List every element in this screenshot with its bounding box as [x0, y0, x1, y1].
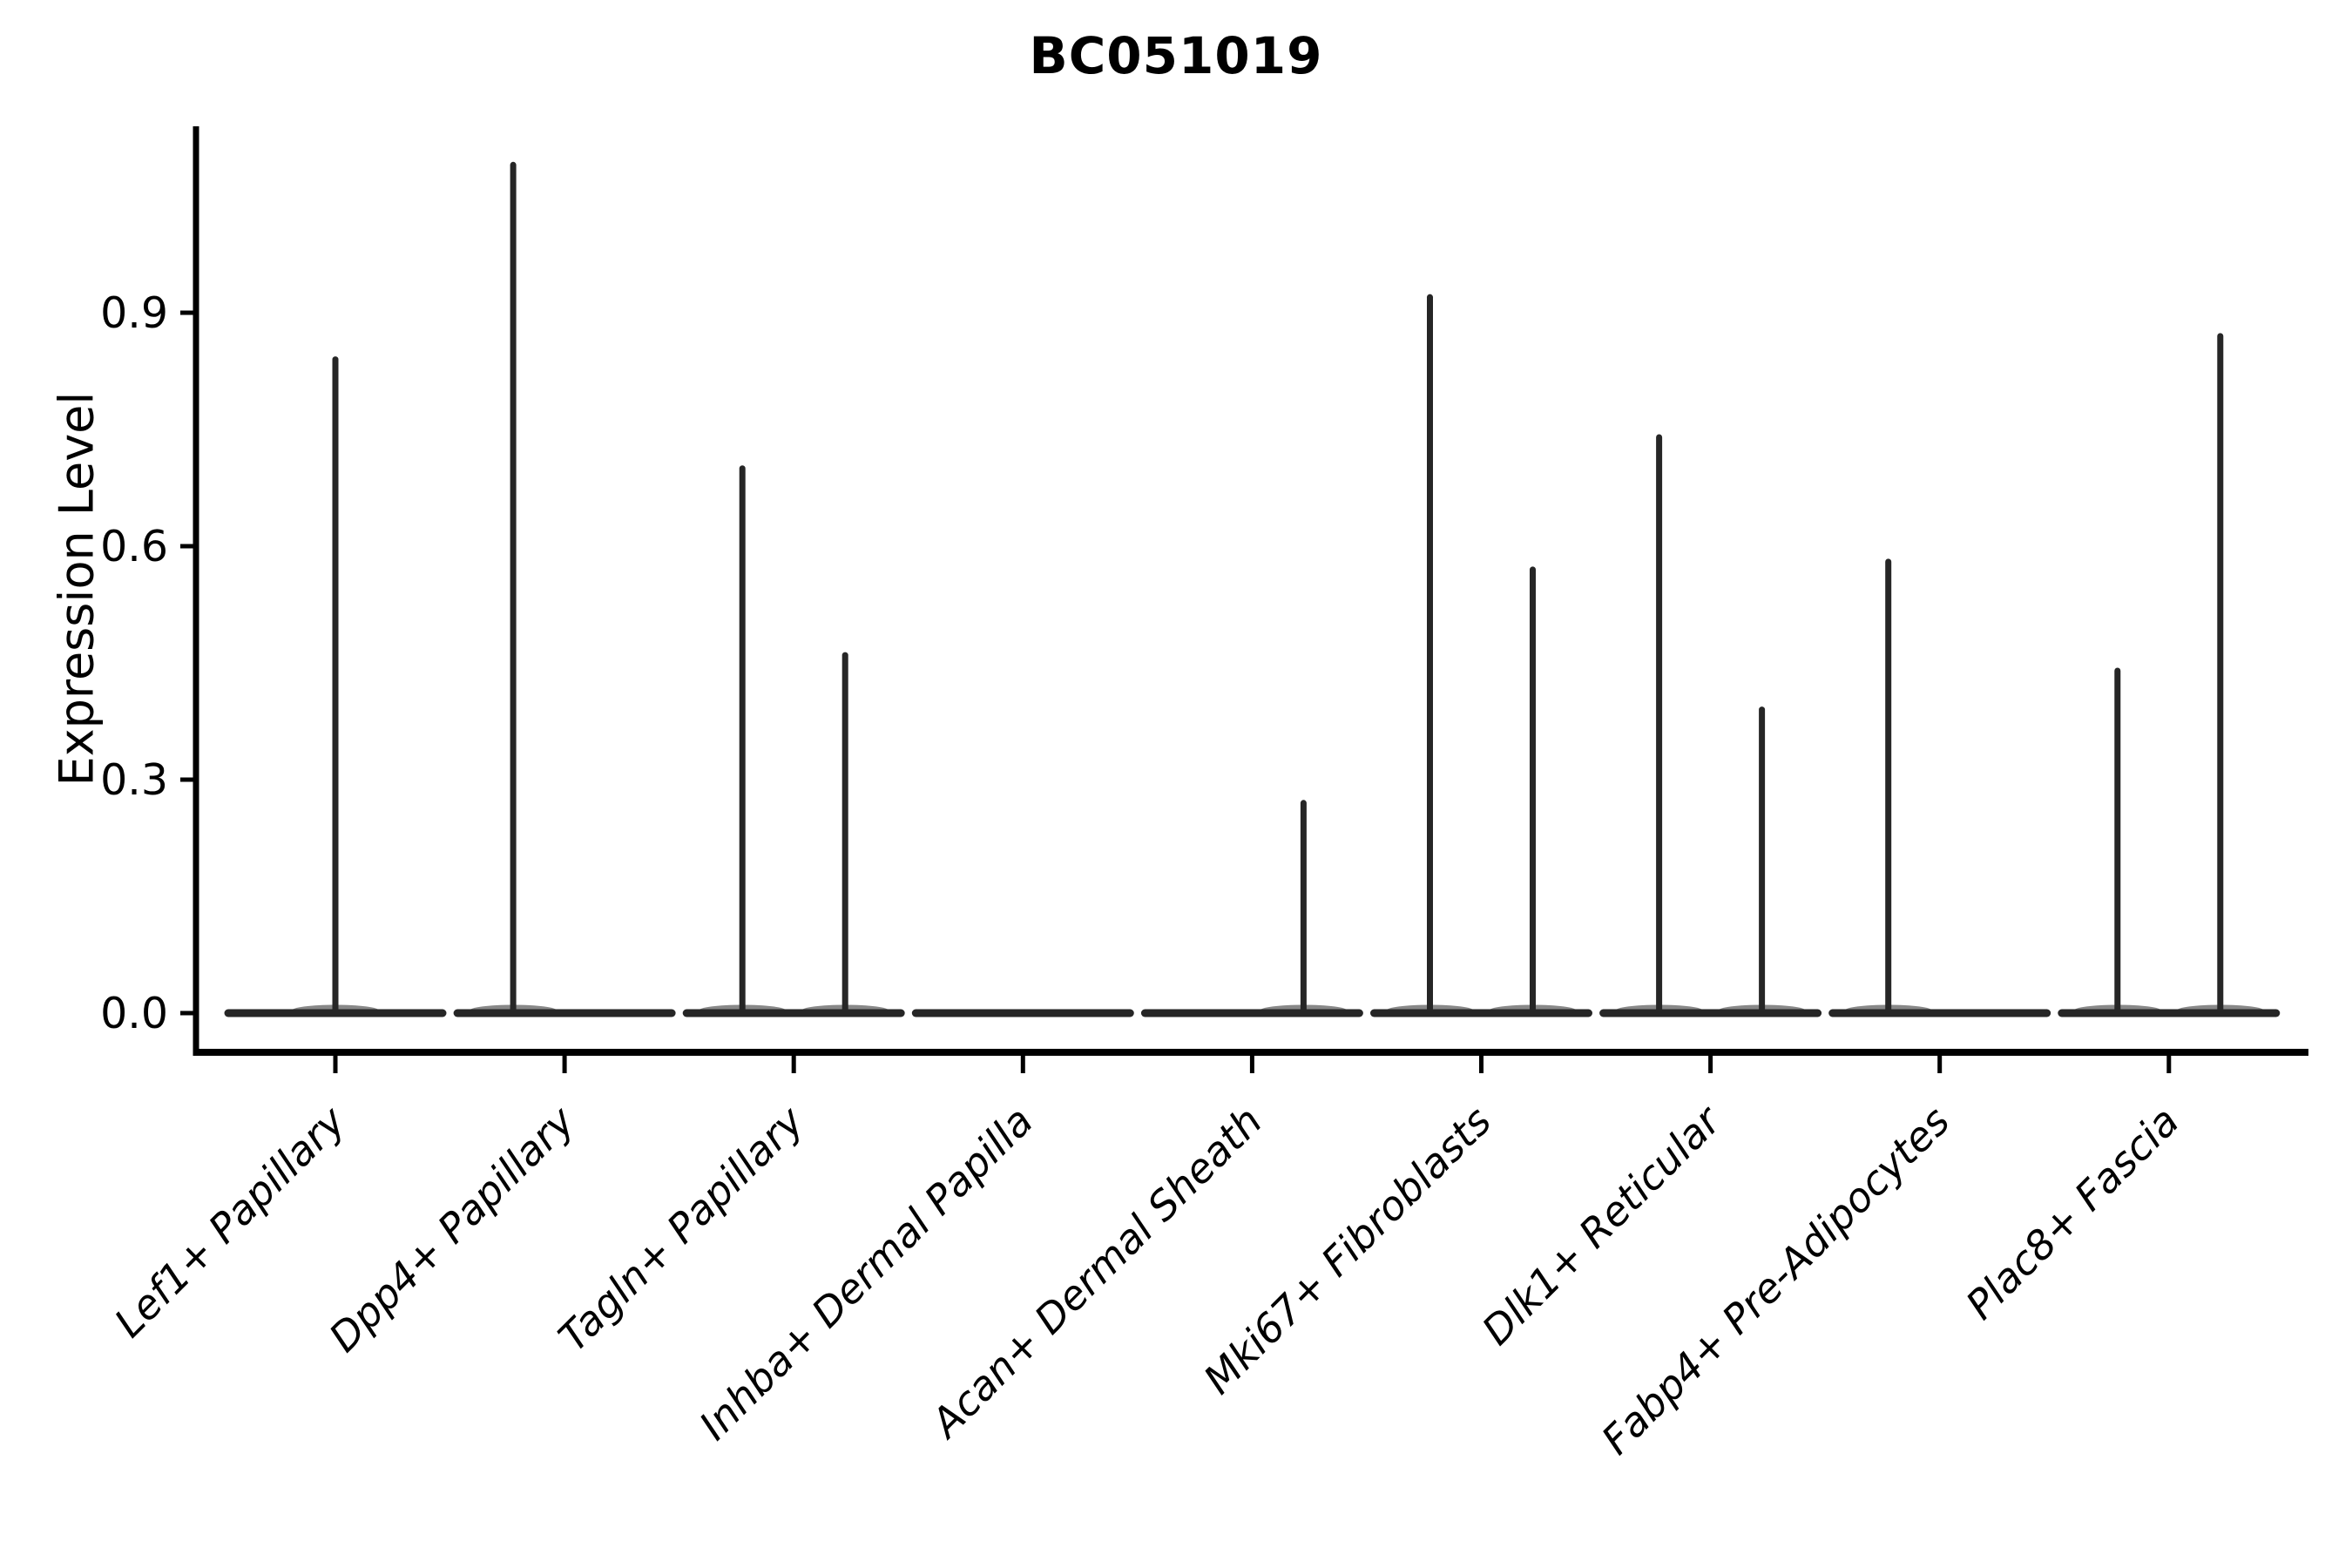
chart-title: BC051019: [1029, 26, 1323, 85]
y-tick-label: 0.9: [100, 288, 168, 338]
y-tick-label: 0.3: [100, 755, 168, 805]
category-label: Dpp4+ Papillary: [320, 1097, 584, 1361]
y-tick-label: 0.0: [100, 989, 168, 1038]
category-label: Tagln+ Papillary: [550, 1097, 814, 1361]
category-label: Lef1+ Papillary: [105, 1097, 355, 1346]
y-tick-label: 0.6: [100, 522, 168, 571]
category-label: Dlk1+ Reticular: [1473, 1095, 1732, 1354]
category-label: Plac8+ Fascia: [1957, 1098, 2187, 1328]
